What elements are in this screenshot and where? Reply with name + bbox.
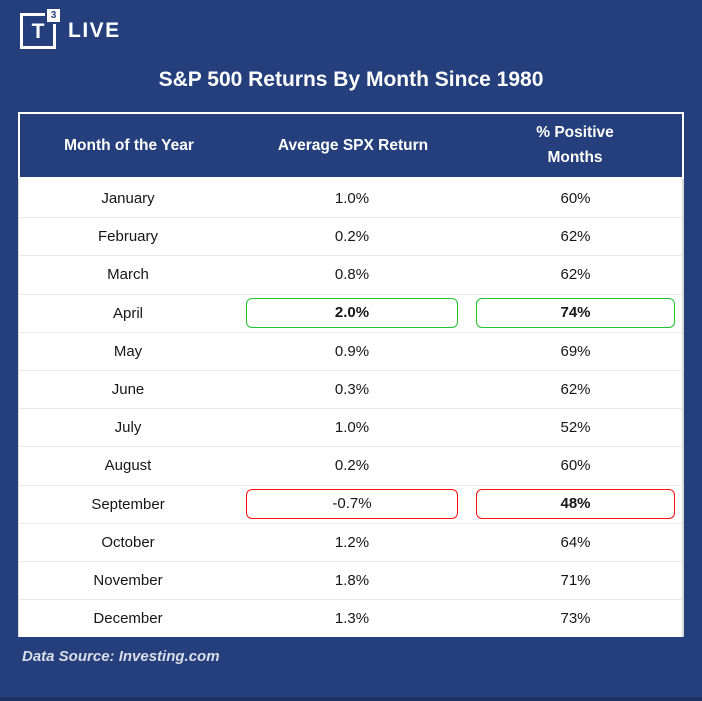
pct-positive-cell: 60% bbox=[560, 457, 591, 475]
returns-table: Month of the Year Average SPX Return % P… bbox=[18, 112, 684, 638]
month-cell: March bbox=[107, 266, 149, 284]
green-highlight-box: 2.0% bbox=[246, 298, 458, 329]
pct-positive-cell: 52% bbox=[560, 419, 591, 437]
column-header-avg-return: Average SPX Return bbox=[277, 136, 429, 154]
month-cell: November bbox=[93, 571, 163, 589]
table-row: November 1.8% 71% bbox=[19, 560, 682, 599]
avg-return-cell: 0.9% bbox=[334, 342, 370, 360]
data-source-note: Data Source: Investing.com bbox=[22, 648, 220, 665]
column-header-pct-positive: % Positive Months bbox=[536, 124, 614, 166]
month-cell: September bbox=[91, 495, 165, 513]
column-header-month: Month of the Year bbox=[64, 136, 194, 154]
pct-positive-cell: 69% bbox=[560, 342, 591, 360]
logo-t-letter: T bbox=[31, 19, 45, 43]
avg-return-cell: 2.0% bbox=[237, 298, 467, 329]
table-row: January 1.0% 60% bbox=[19, 179, 682, 217]
avg-return-cell: 1.0% bbox=[334, 419, 370, 437]
month-cell: August bbox=[104, 457, 152, 475]
month-cell: April bbox=[112, 304, 143, 322]
avg-return-cell: 1.0% bbox=[334, 189, 370, 207]
table-row: December 1.3% 73% bbox=[19, 599, 682, 637]
pct-positive-cell: 71% bbox=[560, 571, 591, 589]
table-row: September -0.7% 48% bbox=[19, 484, 684, 523]
pct-positive-cell: 60% bbox=[560, 189, 591, 207]
table-row: June 0.3% 62% bbox=[19, 369, 682, 408]
logo-t-square: T 3 bbox=[20, 9, 60, 49]
logo-live-text: LIVE bbox=[68, 19, 121, 42]
month-cell: October bbox=[101, 533, 155, 551]
month-cell: December bbox=[93, 610, 163, 628]
avg-return-cell: 0.2% bbox=[334, 228, 370, 246]
avg-return-cell: 0.8% bbox=[334, 266, 370, 284]
avg-return-cell: 0.2% bbox=[334, 457, 370, 475]
month-cell: July bbox=[114, 419, 142, 437]
avg-return-cell: 1.3% bbox=[334, 610, 370, 628]
month-cell: June bbox=[111, 381, 145, 399]
month-cell: February bbox=[97, 228, 159, 246]
red-highlight-box: 48% bbox=[476, 489, 675, 520]
pct-positive-cell: 64% bbox=[560, 533, 591, 551]
avg-return-cell: -0.7% bbox=[237, 489, 467, 520]
logo-superscript-3: 3 bbox=[47, 9, 60, 22]
table-row: May 0.9% 69% bbox=[19, 331, 682, 370]
bottom-edge-strip bbox=[0, 697, 702, 701]
table-row: April 2.0% 74% bbox=[19, 293, 684, 332]
pct-positive-cell: 74% bbox=[467, 298, 684, 329]
table-body: January 1.0% 60% February 0.2% 62% March 0.8% 62… bbox=[18, 179, 684, 638]
table-header-row: Month of the Year Average SPX Return % P… bbox=[18, 112, 684, 179]
pct-positive-cell: 48% bbox=[467, 489, 684, 520]
pct-positive-cell: 62% bbox=[560, 381, 591, 399]
t3-live-logo: T 3 LIVE bbox=[20, 9, 121, 49]
pct-positive-cell: 62% bbox=[560, 228, 591, 246]
page-title: S&P 500 Returns By Month Since 1980 bbox=[158, 68, 544, 91]
table-row: March 0.8% 62% bbox=[19, 255, 682, 293]
pct-positive-cell: 62% bbox=[560, 266, 591, 284]
table-row: August 0.2% 60% bbox=[19, 446, 682, 484]
avg-return-cell: 1.2% bbox=[334, 533, 370, 551]
pct-positive-cell: 73% bbox=[560, 610, 591, 628]
green-highlight-box: 74% bbox=[476, 298, 675, 329]
table-row: October 1.2% 64% bbox=[19, 522, 682, 561]
table-row: July 1.0% 52% bbox=[19, 408, 682, 446]
table-row: February 0.2% 62% bbox=[19, 217, 682, 255]
month-cell: May bbox=[113, 342, 143, 360]
red-highlight-box: -0.7% bbox=[246, 489, 458, 520]
avg-return-cell: 1.8% bbox=[334, 571, 370, 589]
month-cell: January bbox=[101, 189, 155, 207]
avg-return-cell: 0.3% bbox=[334, 381, 370, 399]
